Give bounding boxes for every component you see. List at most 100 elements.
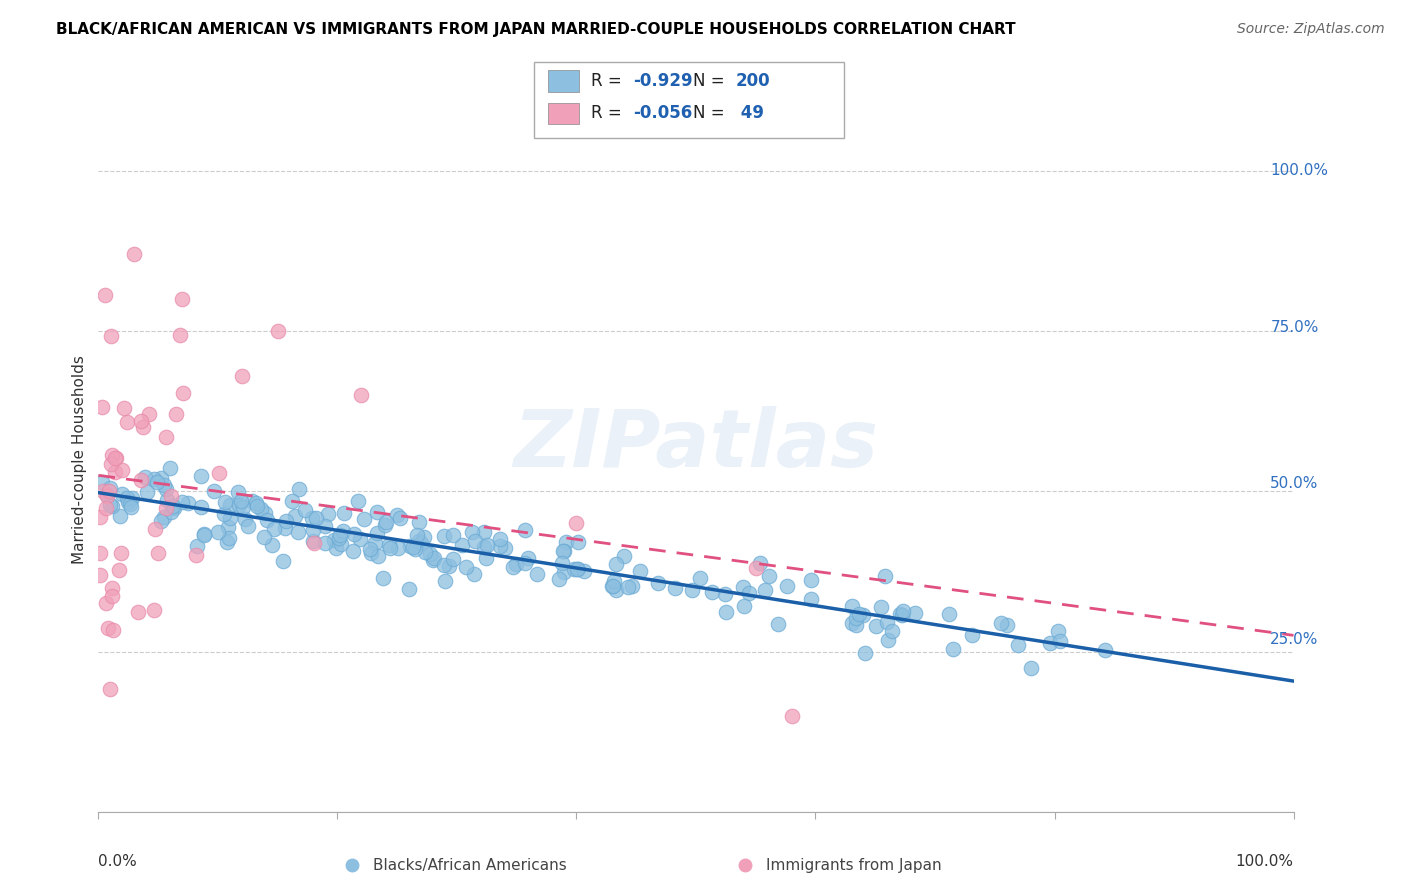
Point <box>470 541 492 556</box>
Point <box>862 595 884 609</box>
Point <box>224 468 246 483</box>
Point <box>208 475 231 489</box>
Point <box>396 533 419 547</box>
Point <box>176 667 198 681</box>
Point <box>598 550 620 565</box>
Point <box>488 540 510 554</box>
Point <box>401 484 423 499</box>
Point <box>308 486 330 500</box>
Point <box>323 527 346 541</box>
Text: R =: R = <box>591 72 627 90</box>
Point <box>536 530 558 544</box>
Point <box>225 500 247 514</box>
Point <box>246 486 269 500</box>
Point <box>735 574 758 589</box>
Point <box>295 362 318 376</box>
Point <box>177 569 200 583</box>
Point <box>602 550 624 565</box>
Text: -0.929: -0.929 <box>633 72 692 90</box>
Point <box>634 567 657 582</box>
Point <box>398 516 420 531</box>
Point <box>481 562 503 576</box>
Point <box>499 548 522 562</box>
Point <box>814 580 837 594</box>
Point <box>863 632 886 647</box>
Point <box>456 517 478 532</box>
Point <box>763 549 786 564</box>
Point <box>439 500 461 515</box>
Point <box>896 594 918 608</box>
Point <box>495 526 517 541</box>
Point <box>173 479 195 493</box>
Point <box>184 499 207 513</box>
Point <box>226 422 249 436</box>
Point <box>405 381 427 395</box>
Text: BLACK/AFRICAN AMERICAN VS IMMIGRANTS FROM JAPAN MARRIED-COUPLE HOUSEHOLDS CORREL: BLACK/AFRICAN AMERICAN VS IMMIGRANTS FRO… <box>56 22 1017 37</box>
Point <box>488 516 510 531</box>
Point <box>416 524 439 539</box>
Point <box>412 531 434 545</box>
Point <box>430 529 453 543</box>
Point <box>898 591 921 606</box>
Point <box>280 485 302 500</box>
Point <box>461 518 484 533</box>
Point <box>344 498 367 512</box>
Point <box>404 521 426 535</box>
Point <box>177 576 200 591</box>
Point <box>852 586 875 600</box>
Point <box>385 526 408 541</box>
Point <box>772 571 794 585</box>
Point <box>636 571 658 585</box>
Point <box>530 521 553 535</box>
Point <box>589 553 612 567</box>
Point <box>453 531 475 545</box>
Point <box>814 561 837 575</box>
Point <box>371 508 394 522</box>
Point <box>796 693 818 707</box>
Point <box>180 442 202 456</box>
Point <box>374 496 396 510</box>
Point <box>257 459 280 474</box>
Point <box>607 552 630 566</box>
Text: N =: N = <box>693 72 730 90</box>
Point <box>207 461 229 475</box>
Point <box>360 501 382 516</box>
Point <box>226 491 249 506</box>
Point <box>1081 630 1104 644</box>
Point <box>553 544 575 558</box>
Point <box>724 572 747 586</box>
Point <box>222 461 245 475</box>
Point <box>449 570 471 584</box>
Point <box>274 515 297 529</box>
Point <box>426 507 449 521</box>
Text: N =: N = <box>693 104 730 122</box>
Point <box>274 457 297 471</box>
Point <box>167 466 190 480</box>
Point <box>737 592 759 607</box>
Point <box>325 512 347 526</box>
Point <box>554 513 576 527</box>
Point <box>174 475 197 489</box>
Point <box>219 535 242 549</box>
Text: 0.0%: 0.0% <box>176 835 215 850</box>
Point <box>543 548 565 562</box>
Point <box>637 545 659 559</box>
Point <box>169 474 191 488</box>
Point <box>295 484 318 499</box>
Point <box>588 533 610 547</box>
Point <box>301 508 323 523</box>
Point <box>328 318 350 333</box>
Point <box>186 454 208 468</box>
Point <box>176 323 198 337</box>
Point <box>457 523 479 537</box>
Point <box>194 487 217 501</box>
Text: Immigrants from Japan: Immigrants from Japan <box>766 858 942 872</box>
Point <box>600 506 623 520</box>
Point <box>205 412 228 426</box>
Point <box>259 490 281 504</box>
Point <box>305 483 328 498</box>
Point <box>336 504 359 518</box>
Point <box>855 599 877 613</box>
Point <box>371 524 394 539</box>
Point <box>384 520 406 534</box>
